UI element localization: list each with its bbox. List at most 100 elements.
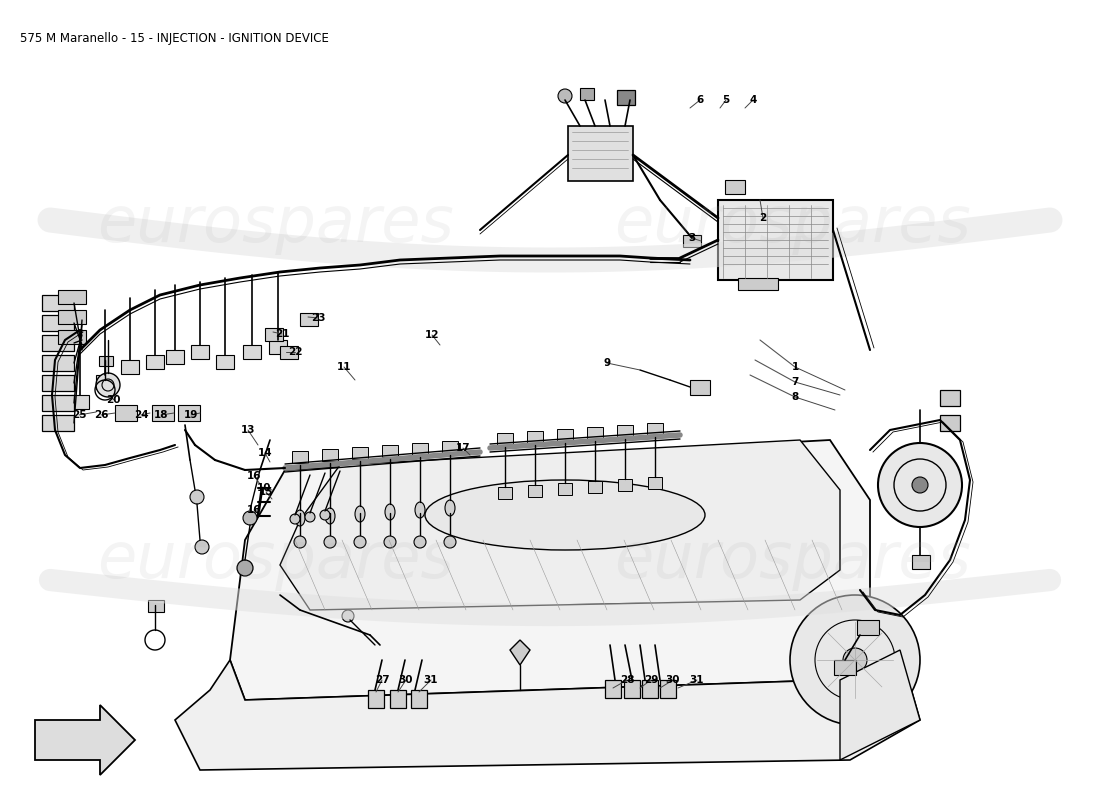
Text: 30: 30 <box>666 675 680 685</box>
Ellipse shape <box>425 480 705 550</box>
Bar <box>834 660 856 675</box>
Text: 29: 29 <box>644 675 658 685</box>
Polygon shape <box>510 640 530 665</box>
Bar <box>390 690 406 708</box>
Circle shape <box>414 536 426 548</box>
Text: 13: 13 <box>241 425 255 435</box>
Bar <box>148 600 164 612</box>
Text: 2: 2 <box>759 213 767 223</box>
Bar <box>617 90 635 105</box>
Bar <box>940 415 960 431</box>
Text: 4: 4 <box>749 95 757 105</box>
Circle shape <box>320 510 330 520</box>
Bar <box>58 330 86 344</box>
Bar <box>725 180 745 194</box>
Text: 14: 14 <box>257 448 273 458</box>
Bar <box>121 360 139 374</box>
Circle shape <box>305 512 315 522</box>
Text: 22: 22 <box>288 347 302 357</box>
Circle shape <box>236 560 253 576</box>
Bar <box>690 380 710 395</box>
Circle shape <box>294 536 306 548</box>
Bar <box>617 425 632 437</box>
Text: 7: 7 <box>791 377 799 387</box>
Bar <box>270 340 287 354</box>
Circle shape <box>843 648 867 672</box>
Bar <box>42 355 74 371</box>
Bar <box>647 423 663 435</box>
Circle shape <box>290 514 300 524</box>
Text: 9: 9 <box>604 358 611 368</box>
Circle shape <box>912 477 928 493</box>
Bar <box>191 345 209 359</box>
Bar <box>42 375 74 391</box>
Bar <box>216 355 234 369</box>
Text: 24: 24 <box>134 410 148 420</box>
Circle shape <box>324 536 336 548</box>
Text: 30: 30 <box>398 675 414 685</box>
Text: 10: 10 <box>256 483 272 493</box>
Bar <box>527 431 543 443</box>
Polygon shape <box>280 440 840 610</box>
Text: 26: 26 <box>94 410 108 420</box>
Circle shape <box>878 443 962 527</box>
Bar <box>580 88 594 100</box>
Bar <box>280 346 298 359</box>
Text: eurospares: eurospares <box>97 193 453 255</box>
Bar <box>42 295 74 311</box>
Text: 16: 16 <box>246 505 262 515</box>
Bar <box>300 313 318 326</box>
Bar <box>857 620 879 635</box>
Bar <box>718 200 833 280</box>
Bar <box>96 375 114 389</box>
Ellipse shape <box>415 502 425 518</box>
Bar <box>588 481 602 493</box>
Bar <box>58 310 86 324</box>
Circle shape <box>384 536 396 548</box>
Bar <box>624 680 640 698</box>
Text: 8: 8 <box>791 392 799 402</box>
Bar <box>42 415 74 431</box>
Bar <box>558 483 572 495</box>
Bar <box>42 395 74 411</box>
Bar <box>178 405 200 421</box>
Bar <box>411 690 427 708</box>
Circle shape <box>444 536 456 548</box>
Text: 19: 19 <box>184 410 198 420</box>
Bar <box>72 395 89 409</box>
Bar <box>322 449 338 461</box>
Ellipse shape <box>446 500 455 516</box>
Bar <box>243 345 261 359</box>
Text: 1: 1 <box>791 362 799 372</box>
Text: eurospares: eurospares <box>614 193 970 255</box>
Ellipse shape <box>385 504 395 520</box>
Bar <box>152 405 174 421</box>
Ellipse shape <box>295 510 305 526</box>
Text: eurospares: eurospares <box>97 529 453 591</box>
Bar <box>42 335 74 351</box>
Bar <box>568 126 632 181</box>
Ellipse shape <box>355 506 365 522</box>
Text: 5: 5 <box>723 95 729 105</box>
Bar <box>498 487 512 499</box>
Bar <box>412 443 428 455</box>
Text: 17: 17 <box>455 443 471 453</box>
Text: 3: 3 <box>689 233 695 243</box>
Bar <box>352 447 368 459</box>
Text: eurospares: eurospares <box>614 529 970 591</box>
Circle shape <box>243 511 257 525</box>
Bar <box>166 350 184 364</box>
Bar <box>497 433 513 445</box>
Text: 21: 21 <box>275 329 289 339</box>
Text: 31: 31 <box>424 675 438 685</box>
Text: 25: 25 <box>72 410 86 420</box>
Bar <box>42 315 74 331</box>
Circle shape <box>354 536 366 548</box>
Text: 27: 27 <box>375 675 389 685</box>
Text: 575 M Maranello - 15 - INJECTION - IGNITION DEVICE: 575 M Maranello - 15 - INJECTION - IGNIT… <box>20 32 329 45</box>
Circle shape <box>342 610 354 622</box>
Bar <box>912 555 930 569</box>
Polygon shape <box>35 705 135 775</box>
Bar <box>683 235 701 247</box>
Text: 31: 31 <box>690 675 704 685</box>
